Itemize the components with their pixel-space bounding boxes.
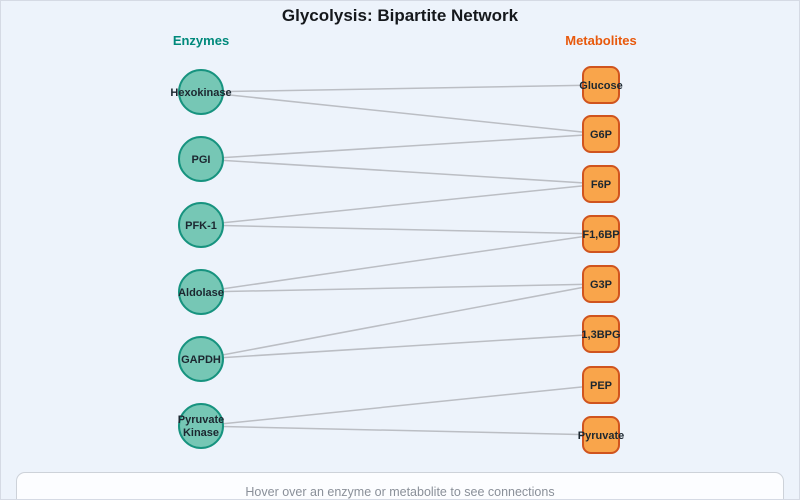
enzyme-node-gapdh[interactable]: GAPDH xyxy=(178,336,224,382)
metabolite-shape[interactable] xyxy=(582,315,620,353)
metabolite-shape[interactable] xyxy=(582,416,620,454)
edge-hexokinase-glucose xyxy=(200,84,602,93)
node-label: G6P xyxy=(590,129,612,141)
metabolite-shape[interactable] xyxy=(582,265,620,303)
enzyme-node-hexokinase[interactable]: Hexokinase xyxy=(170,69,232,115)
enzyme-shape[interactable] xyxy=(178,336,224,382)
metabolite-shape[interactable] xyxy=(582,215,620,253)
node-label: Hexokinase xyxy=(170,87,231,99)
enzyme-shape[interactable] xyxy=(178,202,224,248)
node-label: Glucose xyxy=(579,80,622,92)
node-label: GAPDH xyxy=(181,354,221,366)
metabolite-shape[interactable] xyxy=(582,366,620,404)
edge-aldolase-g3p xyxy=(200,283,602,293)
enzyme-shape[interactable] xyxy=(178,69,224,115)
enzyme-shape[interactable] xyxy=(178,136,224,182)
node-label: PEP xyxy=(590,380,612,392)
edge-layer xyxy=(200,84,602,436)
enzyme-node-pyruvate-kinase[interactable]: Pyruvate Kinase xyxy=(178,403,224,449)
node-label: Pyruvate Kinase xyxy=(178,414,224,439)
metabolite-shape[interactable] xyxy=(582,165,620,203)
page-title: Glycolysis: Bipartite Network xyxy=(281,6,519,25)
metabolite-node-f1-6bp[interactable]: F1,6BP xyxy=(582,215,620,253)
metabolite-shape[interactable] xyxy=(582,66,620,104)
node-label: PGI xyxy=(192,154,211,166)
metabolites-column-label: Metabolites xyxy=(565,33,637,48)
node-label: PFK-1 xyxy=(185,220,217,232)
node-label: F6P xyxy=(591,179,611,191)
edge-pgi-g6p xyxy=(200,133,602,160)
edge-gapdh-g3p xyxy=(200,283,602,360)
edge-hexokinase-g6p xyxy=(200,91,602,135)
enzyme-node-pfk-1[interactable]: PFK-1 xyxy=(178,202,224,248)
node-label: 1,3BPG xyxy=(581,329,620,341)
node-label: G3P xyxy=(590,279,612,291)
edge-aldolase-f1-6bp xyxy=(200,233,602,293)
metabolite-node-f6p[interactable]: F6P xyxy=(582,165,620,203)
edge-pfk-1-f6p xyxy=(200,183,602,226)
metabolite-node-pyruvate[interactable]: Pyruvate xyxy=(578,416,624,454)
enzyme-shape[interactable] xyxy=(178,403,224,449)
metabolite-node-g6p[interactable]: G6P xyxy=(582,115,620,153)
edge-pgi-f6p xyxy=(200,158,602,185)
enzyme-node-aldolase[interactable]: Aldolase xyxy=(178,269,224,315)
metabolite-node-pep[interactable]: PEP xyxy=(582,366,620,404)
node-label: Pyruvate xyxy=(578,430,624,442)
enzymes-column-label: Enzymes xyxy=(172,33,230,48)
hover-hint-bar: Hover over an enzyme or metabolite to se… xyxy=(16,472,784,499)
edge-gapdh-1-3bpg xyxy=(200,333,602,360)
hover-hint-text: Hover over an enzyme or metabolite to se… xyxy=(245,485,555,499)
metabolite-shape[interactable] xyxy=(582,115,620,153)
enzyme-shape[interactable] xyxy=(178,269,224,315)
metabolite-node-g3p[interactable]: G3P xyxy=(582,265,620,303)
metabolite-node-1-3bpg[interactable]: 1,3BPG xyxy=(581,315,621,353)
node-label: Aldolase xyxy=(178,287,224,299)
node-label: F1,6BP xyxy=(582,229,619,241)
edge-pfk-1-f1-6bp xyxy=(200,224,602,235)
edge-pyruvate-kinase-pep xyxy=(200,384,602,427)
network-canvas: Glucose G6P F6P F1,6BP G3P 1,3BPG PEP Pyruvate H… xyxy=(170,66,624,454)
edge-pyruvate-kinase-pyruvate xyxy=(200,425,602,436)
enzyme-node-pgi[interactable]: PGI xyxy=(178,136,224,182)
metabolite-node-glucose[interactable]: Glucose xyxy=(579,66,623,104)
